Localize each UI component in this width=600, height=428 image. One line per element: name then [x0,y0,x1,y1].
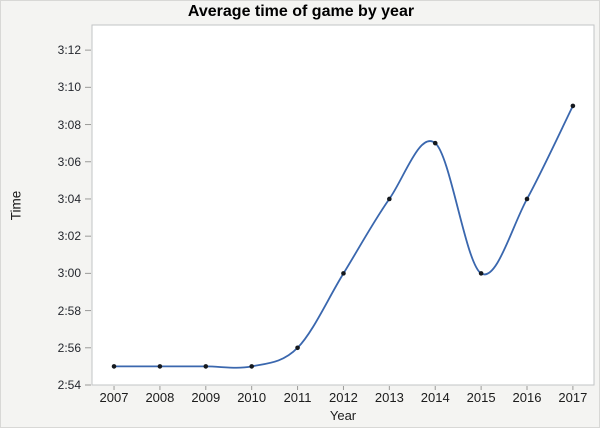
y-tick-label: 2:58 [57,303,81,318]
plot-area [91,24,595,386]
x-tick-label: 2008 [145,390,175,405]
x-tick-label: 2017 [558,390,588,405]
data-point-2007[interactable] [111,364,117,369]
y-tick-label: 2:56 [57,340,81,355]
data-point-2009[interactable] [203,364,209,369]
data-point-2012[interactable] [341,271,346,276]
x-tick-label: 2013 [374,390,404,405]
x-axis-title: Year [329,408,357,423]
y-tick-label: 3:02 [57,229,81,244]
y-tick-label: 3:12 [57,43,81,58]
data-point-2010[interactable] [249,364,254,369]
y-tick-label: 2:54 [57,378,81,392]
y-tick-label: 3:00 [57,266,81,281]
x-tick-label: 2007 [99,390,129,405]
data-point-2016[interactable] [524,196,530,202]
x-tick-label: 2012 [328,390,358,405]
y-tick-label: 3:10 [57,80,81,95]
y-tick-label: 3:04 [57,191,81,206]
data-point-2011[interactable] [295,345,300,351]
x-tick-label: 2011 [283,390,312,405]
x-tick-label: 2014 [420,390,450,405]
x-tick-label: 2010 [237,390,267,405]
data-point-2013[interactable] [387,196,392,202]
data-point-2014[interactable] [432,140,438,146]
y-tick-label: 3:08 [57,117,81,132]
x-tick-label: 2009 [191,390,221,405]
data-point-2008[interactable] [157,364,163,369]
x-tick-label: 2015 [466,390,496,405]
y-tick-label: 3:06 [57,154,81,169]
x-tick-label: 2016 [512,390,542,405]
data-point-2017[interactable] [570,103,576,109]
chart-title: Average time of game by year [187,3,415,20]
data-point-2015[interactable] [478,271,484,276]
